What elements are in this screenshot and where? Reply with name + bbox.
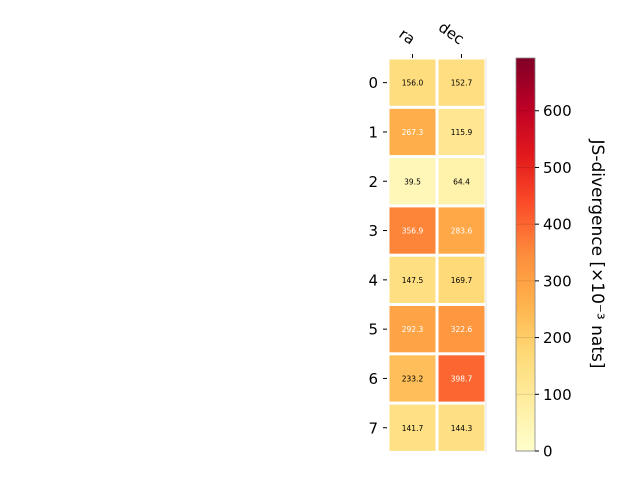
colorbar-tick-label: 500 bbox=[543, 159, 572, 177]
cell-value-label: 169.7 bbox=[451, 276, 473, 285]
cell-value-label: 115.9 bbox=[451, 128, 473, 137]
colorbar-tick-label: 200 bbox=[543, 329, 572, 347]
cell-value-label: 39.5 bbox=[404, 177, 421, 186]
heatmap-cell bbox=[389, 306, 436, 353]
heatmap-cell bbox=[438, 404, 485, 451]
colorbar-tick-label: 300 bbox=[543, 272, 572, 290]
heatmap-cell bbox=[438, 59, 485, 106]
heatmap-cell bbox=[438, 158, 485, 205]
heatmap-cell bbox=[389, 256, 436, 303]
colorbar: 0 100 200 300 400 500 600 JS-divergence [×10⁻³… bbox=[515, 57, 607, 461]
column-label: ra bbox=[396, 25, 419, 49]
cell-value-label: 152.7 bbox=[451, 79, 473, 88]
heatmap-cell bbox=[438, 355, 485, 402]
cell-value-label: 147.5 bbox=[402, 276, 424, 285]
heatmap-cell bbox=[389, 355, 436, 402]
row-labels: 0 1 2 3 4 5 6 7 bbox=[368, 74, 387, 437]
cell-value-label: 356.9 bbox=[402, 227, 424, 236]
colorbar-gradient bbox=[515, 57, 536, 452]
cell-value-label: 64.4 bbox=[453, 177, 470, 186]
cell-value-label: 141.7 bbox=[402, 424, 424, 433]
cell-value-label: 398.7 bbox=[451, 374, 473, 383]
row-label: 0 bbox=[368, 74, 378, 92]
heatmap-cell bbox=[438, 256, 485, 303]
heatmap-cell bbox=[389, 404, 436, 451]
cell-value-label: 156.0 bbox=[402, 79, 424, 88]
colorbar-tick-label: 400 bbox=[543, 216, 572, 234]
cell-value-label: 233.2 bbox=[402, 374, 424, 383]
heatmap-cells: 156.0 152.7 267.3 115.9 39.5 64.4 356.9 283.6 14… bbox=[389, 58, 487, 453]
heatmap-cell bbox=[389, 158, 436, 205]
row-label: 6 bbox=[368, 370, 378, 388]
colorbar-ticks: 0 100 200 300 400 500 600 bbox=[516, 102, 572, 461]
cell-value-label: 267.3 bbox=[402, 128, 424, 137]
heatmap-cell bbox=[389, 108, 436, 156]
column-label: dec bbox=[435, 18, 467, 48]
cell-value-label: 283.6 bbox=[451, 227, 473, 236]
cell-value-label: 292.3 bbox=[402, 325, 424, 334]
colorbar-tick-label: 0 bbox=[543, 443, 553, 461]
row-label: 2 bbox=[368, 173, 378, 191]
heatmap-cell bbox=[438, 108, 485, 156]
row-label: 3 bbox=[368, 222, 378, 240]
heatmap-cell bbox=[438, 207, 485, 254]
heatmap-cell bbox=[438, 306, 485, 353]
row-label: 5 bbox=[368, 321, 378, 339]
heatmap-cell bbox=[389, 59, 436, 106]
heatmap-cell bbox=[389, 207, 436, 254]
cell-value-label: 322.6 bbox=[451, 325, 473, 334]
colorbar-tick-label: 600 bbox=[543, 102, 572, 120]
cell-value-label: 144.3 bbox=[451, 424, 473, 433]
colorbar-label: JS-divergence [×10⁻³ nats] bbox=[587, 139, 607, 369]
colorbar-tick-label: 100 bbox=[543, 386, 572, 404]
row-label: 4 bbox=[368, 271, 378, 289]
row-label: 7 bbox=[368, 419, 378, 437]
column-labels: ra dec bbox=[396, 18, 468, 58]
row-label: 1 bbox=[368, 123, 378, 141]
